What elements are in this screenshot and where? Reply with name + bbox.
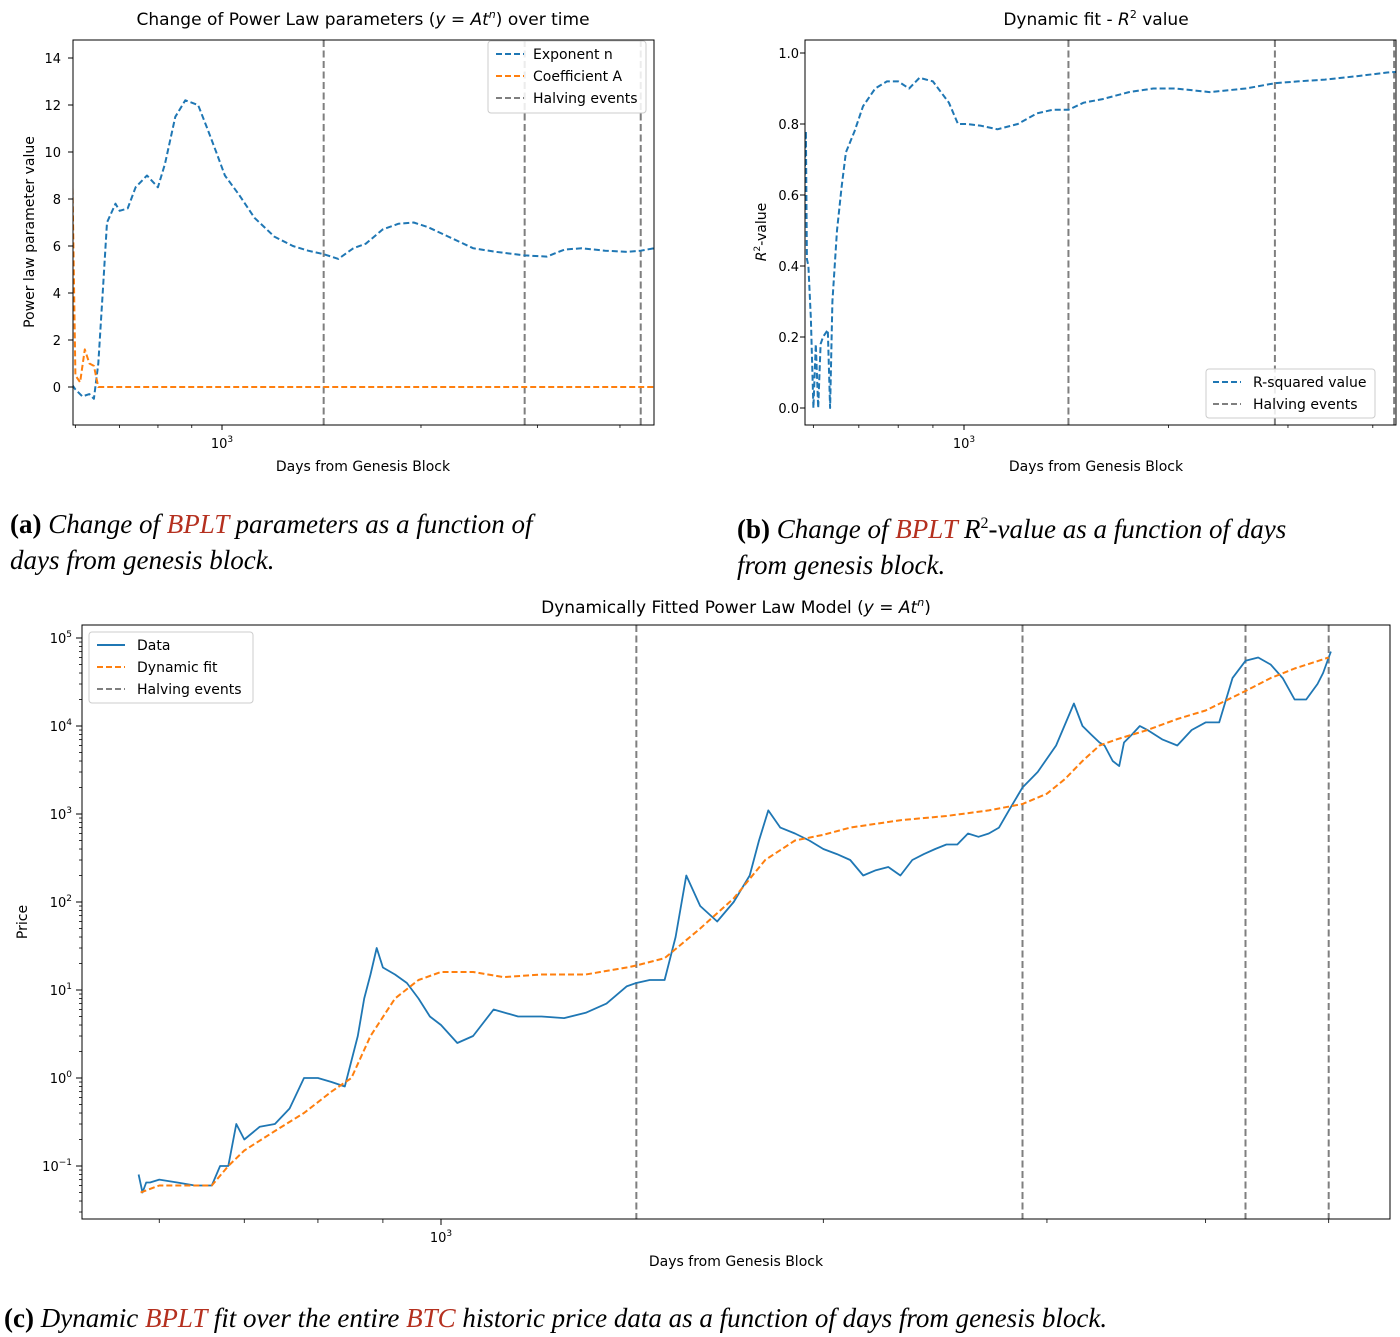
chart-c-y-tick-label: 102 xyxy=(50,894,72,911)
chart-b-legend-label-halving: Halving events xyxy=(1253,397,1358,413)
chart-a-y-tick-label: 10 xyxy=(44,146,61,161)
chart-a-ylabel: Power law parameter value xyxy=(22,136,38,328)
chart-a-y-tick-label: 14 xyxy=(44,52,61,67)
chart-c-y-tick-label: 105 xyxy=(50,630,72,647)
chart-c-ylabel: Price xyxy=(15,905,31,939)
chart-a-xlabel: Days from Genesis Block xyxy=(276,459,451,475)
chart-a-series-coefficient-a xyxy=(73,153,654,388)
caption-c: (c) Dynamic BPLT fit over the entire BTC… xyxy=(4,1303,1108,1333)
chart-c-legend-label-data: Data xyxy=(137,638,170,654)
chart-b-legend: R-squared value Halving events xyxy=(1205,368,1376,419)
chart-b-y-tick-label: 0.4 xyxy=(778,260,799,275)
chart-b-y-tick-label: 0.0 xyxy=(778,402,799,417)
panel-a: Change of Power Law parameters (y = Atn)… xyxy=(22,8,655,475)
chart-b-xlabel: Days from Genesis Block xyxy=(1009,459,1184,475)
panel-c: Dynamically Fitted Power Law Model (y = … xyxy=(15,596,1391,1270)
caption-a: (a) Change of BPLT parameters as a funct… xyxy=(10,509,533,575)
chart-c-series-data xyxy=(137,651,1332,1194)
chart-a-y-tick-label: 12 xyxy=(44,99,61,114)
chart-a-y-tick-label: 6 xyxy=(53,240,61,255)
chart-c-title: Dynamically Fitted Power Law Model (y = … xyxy=(541,596,931,618)
chart-a-x-tick: 103 xyxy=(211,425,233,452)
chart-a-y-tick-label: 8 xyxy=(53,193,61,208)
chart-c-xlabel: Days from Genesis Block xyxy=(649,1254,824,1270)
chart-c-legend-label-halving: Halving events xyxy=(137,682,242,698)
chart-b-x-tick: 103 xyxy=(953,425,975,452)
chart-a-legend-label-halving: Halving events xyxy=(533,91,638,107)
chart-b-frame xyxy=(804,39,1397,426)
chart-b-x-tick-label: 103 xyxy=(953,435,975,452)
chart-c-y-tick-label: 101 xyxy=(50,982,72,999)
chart-b-series-r-squared-value xyxy=(805,70,1396,409)
chart-b-y-tick-label: 1.0 xyxy=(778,47,799,62)
chart-b-ylabel: R2-value xyxy=(753,203,770,261)
chart-c-legend-label-fit: Dynamic fit xyxy=(137,660,218,676)
caption-b: (b) Change of BPLT R2-value as a functio… xyxy=(737,514,1287,580)
chart-b-y-tick-label: 0.2 xyxy=(778,331,799,346)
chart-a-title: Change of Power Law parameters (y = Atn)… xyxy=(136,8,589,30)
chart-a-legend-label-exponent: Exponent n xyxy=(533,47,613,63)
chart-a-frame xyxy=(72,39,655,426)
chart-c-frame xyxy=(81,624,1391,1220)
chart-a-legend-box xyxy=(487,40,647,114)
chart-a-y-tick-label: 0 xyxy=(53,381,61,396)
chart-a-series-exponent-n xyxy=(73,99,654,400)
chart-c-y-tick-label: 100 xyxy=(50,1070,73,1087)
chart-b-y-tick-label: 0.6 xyxy=(778,189,799,204)
chart-c-y-tick-label: 103 xyxy=(50,806,72,823)
chart-b-title: Dynamic fit - R2 value xyxy=(1003,8,1188,30)
chart-c-legend-box xyxy=(88,631,254,704)
chart-a-legend: Exponent n Coefficient A Halving events xyxy=(487,40,647,114)
chart-b-y-tick-label: 0.8 xyxy=(778,118,799,133)
chart-c-legend: Data Dynamic fit Halving events xyxy=(88,631,254,704)
chart-a-y-tick-label: 4 xyxy=(53,287,61,302)
chart-b-legend-label-rsquared: R-squared value xyxy=(1253,375,1366,391)
chart-c-x-tick: 103 xyxy=(430,1219,452,1246)
chart-c-y-tick-label: 104 xyxy=(50,718,73,735)
chart-c-series-dynamic-fit xyxy=(140,656,1330,1194)
panel-b: Dynamic fit - R2 value 0.0 0.2 0.4 0.6 0.8 1.… xyxy=(753,8,1397,475)
chart-a-legend-label-coefficient: Coefficient A xyxy=(533,69,623,85)
chart-c-x-tick-label: 103 xyxy=(430,1229,452,1246)
chart-a-x-tick-label: 103 xyxy=(211,435,233,452)
chart-a-y-tick-label: 2 xyxy=(53,334,61,349)
chart-b-legend-box xyxy=(1205,368,1376,419)
chart-c-y-tick-label: 10−1 xyxy=(42,1158,72,1175)
